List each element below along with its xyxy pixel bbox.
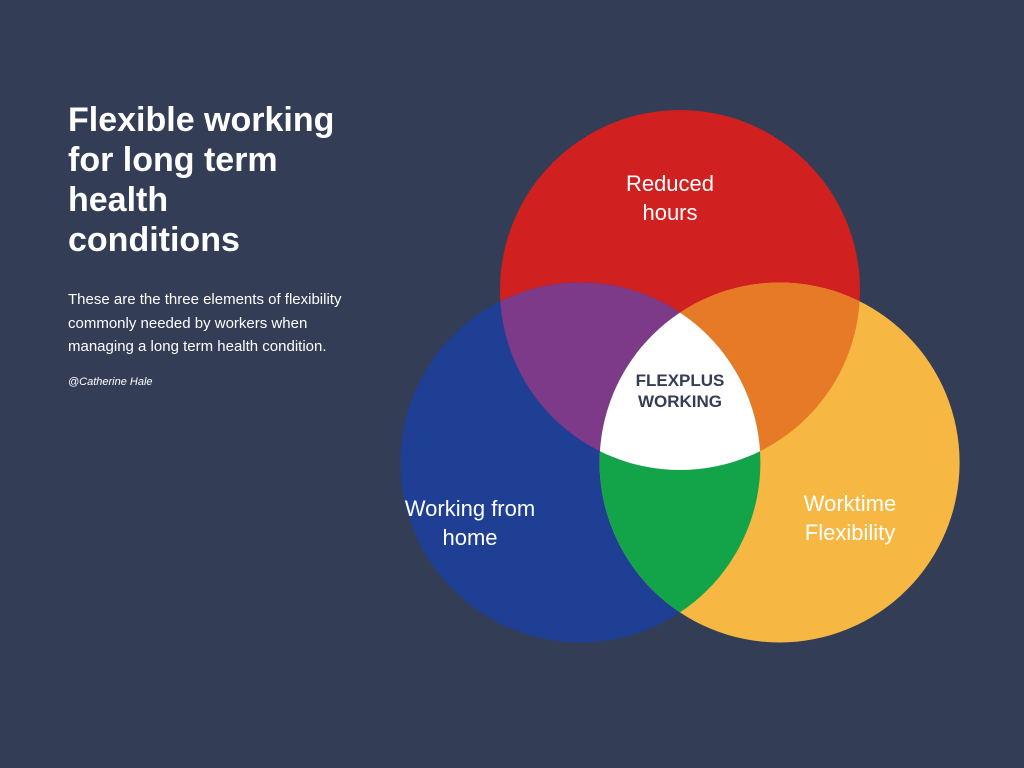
- venn-label-left: Working fromhome: [390, 495, 550, 552]
- venn-diagram: [0, 0, 1024, 768]
- venn-center-label: FLEXPLUS WORKING: [620, 370, 740, 413]
- venn-label-right: WorktimeFlexibility: [770, 490, 930, 547]
- venn-label-top: Reducedhours: [590, 170, 750, 227]
